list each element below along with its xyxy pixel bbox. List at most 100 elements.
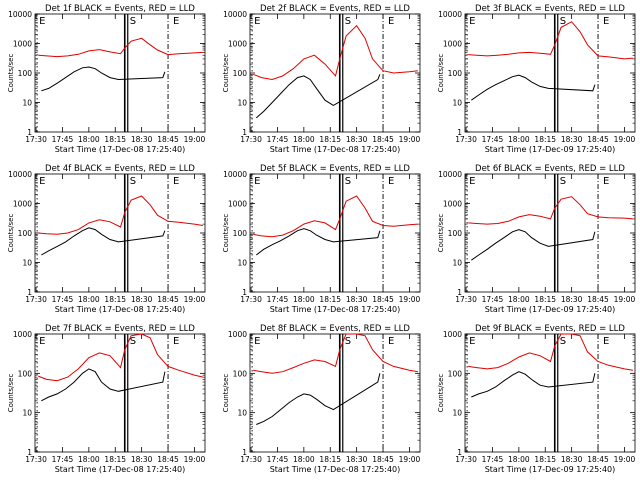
x-tick-label: 17:30 — [25, 295, 47, 304]
y-tick-label: 1 — [27, 128, 32, 137]
marker-label: E — [469, 16, 475, 27]
chart-title: Det 5f BLACK = Events, RED = LLD — [260, 164, 410, 174]
x-tick-label: 19:00 — [184, 455, 206, 464]
marker-label: E — [388, 176, 394, 187]
x-tick-label: 17:45 — [52, 295, 74, 304]
y-tick-label: 100 — [18, 229, 33, 238]
x-tick-label: 18:00 — [78, 135, 100, 144]
y-tick-label: 10 — [237, 409, 247, 418]
y-tick-label: 10 — [452, 409, 462, 418]
x-tick-label: 18:45 — [372, 455, 394, 464]
y-axis-label: Counts/sec — [437, 374, 445, 413]
y-axis-label: Counts/sec — [7, 214, 15, 253]
x-tick-label: 17:30 — [240, 455, 262, 464]
x-tick-label: 18:15 — [319, 295, 341, 304]
x-tick-label: 17:45 — [482, 135, 504, 144]
x-tick-label: 17:45 — [52, 455, 74, 464]
y-axis-label: Counts/sec — [222, 214, 230, 253]
x-axis-label: Start Time (17-Dec-09 17:25:40) — [485, 465, 616, 474]
y-tick-label: 1000 — [228, 200, 247, 209]
x-tick-label: 18:30 — [346, 295, 368, 304]
x-tick-label: 18:30 — [131, 455, 153, 464]
series-line-lld — [38, 333, 204, 382]
x-axis-label: Start Time (17-Dec-08 17:25:40) — [55, 145, 186, 154]
x-tick-label: 18:30 — [346, 455, 368, 464]
x-tick-label: 18:00 — [508, 135, 530, 144]
x-tick-label: 18:15 — [319, 135, 341, 144]
x-tick-label: 18:00 — [293, 295, 315, 304]
y-tick-label: 10000 — [8, 10, 32, 19]
marker-label: E — [254, 16, 260, 27]
y-tick-label: 10000 — [438, 10, 462, 19]
marker-label: E — [603, 16, 609, 27]
x-tick-label: 19:00 — [399, 455, 421, 464]
plot-frame — [464, 13, 636, 133]
chart-panel-9: Det 9f BLACK = Events, RED = LLD 1 10 100 10… — [437, 324, 635, 474]
series-line-events — [255, 74, 381, 119]
marker-label: E — [603, 176, 609, 187]
x-tick-label: 19:00 — [614, 295, 636, 304]
marker-label: E — [603, 336, 609, 347]
series-line-events — [41, 368, 166, 402]
y-tick-label: 10000 — [223, 170, 247, 179]
x-tick-label: 18:15 — [319, 455, 341, 464]
chart-title: Det 6f BLACK = Events, RED = LLD — [475, 164, 625, 174]
chart-panel-2: Det 2f BLACK = Events, RED = LLD 1 10 100 10… — [222, 4, 420, 154]
x-tick-label: 17:45 — [482, 455, 504, 464]
marker-label: E — [388, 16, 394, 27]
x-tick-label: 18:00 — [78, 455, 100, 464]
x-tick-label: 18:30 — [131, 295, 153, 304]
x-tick-label: 18:30 — [561, 135, 583, 144]
chart-panel-4: Det 4f BLACK = Events, RED = LLD 1 10 100 10… — [7, 164, 205, 314]
y-tick-label: 100 — [233, 69, 248, 78]
marker-label: S — [560, 176, 566, 187]
chart-title: Det 9f BLACK = Events, RED = LLD — [475, 324, 625, 334]
marker-label: E — [469, 336, 475, 347]
series-line-lld — [38, 37, 203, 58]
y-axis-label: Counts/sec — [7, 374, 15, 413]
x-tick-label: 18:30 — [131, 135, 153, 144]
chart-title: Det 3f BLACK = Events, RED = LLD — [475, 4, 625, 14]
series-line-lld — [38, 195, 203, 235]
y-tick-label: 1000 — [13, 40, 32, 49]
chart-title: Det 4f BLACK = Events, RED = LLD — [45, 164, 195, 174]
chart-panel-7: Det 7f BLACK = Events, RED = LLD 1 10 100 10… — [7, 324, 205, 474]
x-tick-label: 18:30 — [561, 295, 583, 304]
x-tick-label: 17:30 — [455, 135, 477, 144]
x-tick-label: 18:45 — [372, 295, 394, 304]
x-tick-label: 17:45 — [267, 135, 289, 144]
marker-label: E — [388, 336, 394, 347]
marker-label: E — [173, 16, 179, 27]
y-tick-label: 10 — [22, 259, 32, 268]
x-axis-label: Start Time (17-Dec-09 17:25:40) — [485, 145, 616, 154]
x-tick-label: 18:15 — [104, 135, 126, 144]
y-tick-label: 10000 — [438, 170, 462, 179]
x-tick-label: 17:30 — [25, 135, 47, 144]
chart-panel-6: Det 6f BLACK = Events, RED = LLD 1 10 100 10… — [437, 164, 635, 314]
y-tick-label: 10 — [237, 259, 247, 268]
x-axis-label: Start Time (17-Dec-08 17:25:40) — [55, 305, 186, 314]
x-axis-label: Start Time (17-Dec-08 17:25:40) — [270, 305, 401, 314]
plot-frame — [249, 333, 421, 453]
x-tick-label: 18:45 — [157, 295, 179, 304]
x-tick-label: 18:00 — [508, 295, 530, 304]
y-tick-label: 1000 — [228, 330, 247, 339]
x-tick-label: 19:00 — [184, 295, 206, 304]
y-tick-label: 1000 — [13, 330, 32, 339]
plot-frame — [464, 333, 636, 453]
x-tick-label: 17:30 — [240, 295, 262, 304]
x-tick-label: 18:30 — [561, 455, 583, 464]
y-axis-label: Counts/sec — [437, 214, 445, 253]
x-tick-label: 17:30 — [455, 295, 477, 304]
series-line-lld — [468, 21, 633, 60]
series-line-events — [471, 229, 596, 261]
x-tick-label: 19:00 — [614, 135, 636, 144]
y-axis-label: Counts/sec — [222, 54, 230, 93]
y-tick-label: 10 — [452, 259, 462, 268]
x-tick-label: 18:45 — [587, 135, 609, 144]
y-tick-label: 1 — [457, 128, 462, 137]
y-tick-label: 10 — [22, 409, 32, 418]
plot-frame — [464, 173, 636, 293]
y-tick-label: 1 — [242, 448, 247, 457]
marker-label: S — [345, 336, 351, 347]
